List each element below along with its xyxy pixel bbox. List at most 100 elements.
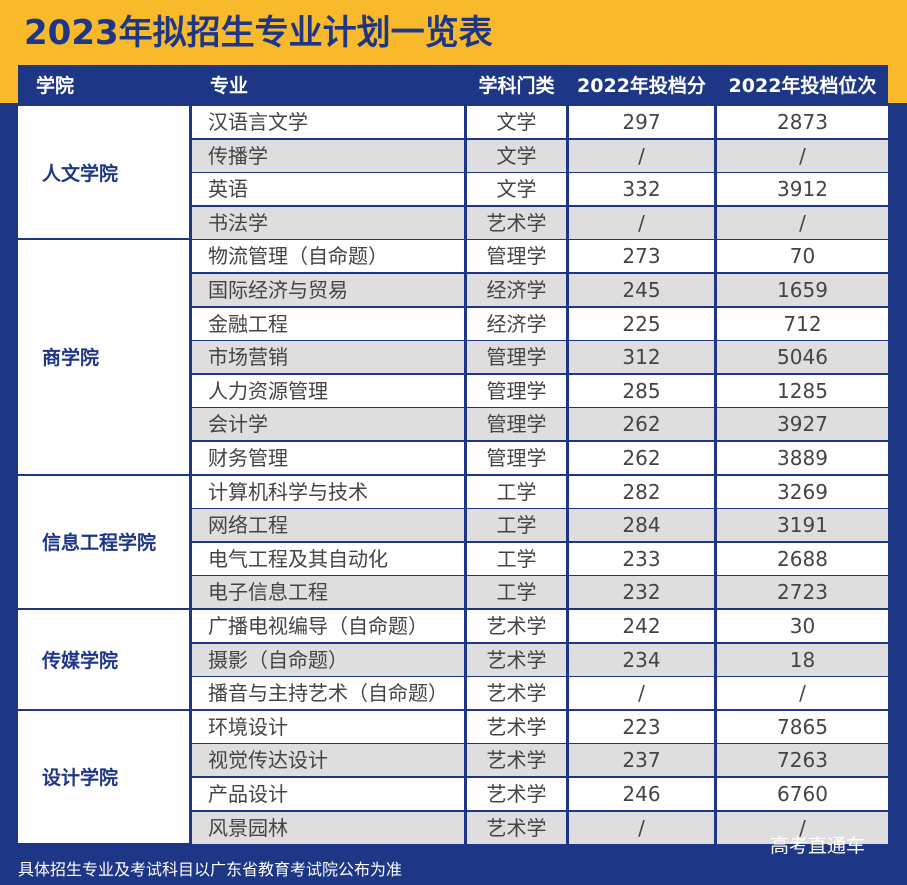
major-cell: 市场营销 <box>192 341 464 374</box>
table-row: 计算机科学与技术 工学 282 3269 <box>192 475 888 508</box>
major-cell: 英语 <box>192 173 464 206</box>
rank-cell: / <box>717 677 888 710</box>
score-cell: 297 <box>569 106 714 138</box>
major-cell: 网络工程 <box>192 509 464 542</box>
category-cell: 艺术学 <box>467 643 566 676</box>
header-rank: 2022年投档位次 <box>728 75 877 97</box>
category-cell: 艺术学 <box>467 710 566 743</box>
major-cell: 金融工程 <box>192 307 464 340</box>
score-cell: 285 <box>569 374 714 407</box>
major-cell: 产品设计 <box>192 778 464 810</box>
watermark: 高考直通车 <box>770 835 866 857</box>
college-name: 设计学院 <box>42 767 119 790</box>
score-cell: 233 <box>569 542 714 575</box>
table-row: 金融工程 经济学 225 712 <box>192 307 888 340</box>
score-cell: / <box>569 206 714 239</box>
score-cell: 223 <box>569 710 714 743</box>
score-cell: 225 <box>569 307 714 340</box>
category-cell: 管理学 <box>467 240 566 273</box>
table-row: 书法学 艺术学 / / <box>192 206 888 239</box>
header-major: 专业 <box>210 75 249 97</box>
score-cell: / <box>569 677 714 710</box>
category-cell: 艺术学 <box>467 206 566 239</box>
footnote: 具体招生专业及考试科目以广东省教育考试院公布为准 <box>18 860 403 879</box>
major-cell: 视觉传达设计 <box>192 744 464 777</box>
college-cell: 人文学院 <box>18 106 189 239</box>
college-cell: 设计学院 <box>18 710 189 844</box>
rank-cell: 7865 <box>717 710 888 743</box>
major-cell: 汉语言文学 <box>192 106 464 138</box>
college-name: 传媒学院 <box>42 649 119 672</box>
category-cell: 文学 <box>467 106 566 138</box>
major-cell: 书法学 <box>192 206 464 239</box>
table-row: 财务管理 管理学 262 3889 <box>192 442 888 474</box>
college-name: 商学院 <box>42 347 100 370</box>
college-cell: 信息工程学院 <box>18 475 189 608</box>
rank-cell: 3927 <box>717 408 888 441</box>
score-cell: 332 <box>569 173 714 206</box>
score-cell: 273 <box>569 240 714 273</box>
score-cell: 242 <box>569 610 714 642</box>
rank-cell: / <box>717 811 888 844</box>
rank-cell: 3912 <box>717 173 888 206</box>
table-row: 播音与主持艺术（自命题） 艺术学 / / <box>192 677 888 710</box>
category-cell: 管理学 <box>467 374 566 407</box>
major-cell: 会计学 <box>192 408 464 441</box>
score-cell: 245 <box>569 274 714 306</box>
rank-cell: 5046 <box>717 341 888 374</box>
score-cell: / <box>569 811 714 844</box>
major-cell: 人力资源管理 <box>192 374 464 407</box>
category-cell: 经济学 <box>467 307 566 340</box>
rank-cell: 1285 <box>717 374 888 407</box>
category-cell: 文学 <box>467 139 566 172</box>
score-cell: / <box>569 139 714 172</box>
table-row: 视觉传达设计 艺术学 237 7263 <box>192 744 888 777</box>
rank-cell: 6760 <box>717 778 888 810</box>
major-cell: 传播学 <box>192 139 464 172</box>
score-cell: 234 <box>569 643 714 676</box>
category-cell: 艺术学 <box>467 744 566 777</box>
score-cell: 284 <box>569 509 714 542</box>
major-cell: 摄影（自命题） <box>192 643 464 676</box>
major-cell: 国际经济与贸易 <box>192 274 464 306</box>
table-row: 物流管理（自命题） 管理学 273 70 <box>192 240 888 273</box>
table-row: 风景园林 艺术学 / / <box>192 811 888 844</box>
score-cell: 237 <box>569 744 714 777</box>
header-college: 学院 <box>36 75 75 97</box>
major-cell: 计算机科学与技术 <box>192 475 464 508</box>
rank-cell: 3269 <box>717 475 888 508</box>
rank-cell: 7263 <box>717 744 888 777</box>
college-cell: 传媒学院 <box>18 610 189 709</box>
table-row: 广播电视编导（自命题） 艺术学 242 30 <box>192 610 888 642</box>
rank-cell: 712 <box>717 307 888 340</box>
table-row: 人力资源管理 管理学 285 1285 <box>192 374 888 407</box>
table-row: 环境设计 艺术学 223 7865 <box>192 710 888 743</box>
table-row: 产品设计 艺术学 246 6760 <box>192 778 888 810</box>
table-row: 汉语言文学 文学 297 2873 <box>192 106 888 138</box>
rank-cell: 3191 <box>717 509 888 542</box>
table-row: 摄影（自命题） 艺术学 234 18 <box>192 643 888 676</box>
major-cell: 环境设计 <box>192 710 464 743</box>
score-cell: 282 <box>569 475 714 508</box>
rank-cell: / <box>717 206 888 239</box>
table-row: 电气工程及其自动化 工学 233 2688 <box>192 542 888 575</box>
table-row: 电子信息工程 工学 232 2723 <box>192 576 888 609</box>
score-cell: 246 <box>569 778 714 810</box>
header-score: 2022年投档分 <box>577 75 706 97</box>
category-cell: 工学 <box>467 542 566 575</box>
rank-cell: 18 <box>717 643 888 676</box>
major-cell: 播音与主持艺术（自命题） <box>192 677 464 710</box>
rank-cell: / <box>717 139 888 172</box>
major-cell: 电气工程及其自动化 <box>192 542 464 575</box>
table-row: 网络工程 工学 284 3191 <box>192 509 888 542</box>
category-cell: 工学 <box>467 475 566 508</box>
header-category: 学科门类 <box>478 75 555 97</box>
major-cell: 风景园林 <box>192 811 464 844</box>
rank-cell: 70 <box>717 240 888 273</box>
table-row: 市场营销 管理学 312 5046 <box>192 341 888 374</box>
score-cell: 262 <box>569 442 714 474</box>
major-cell: 电子信息工程 <box>192 576 464 609</box>
category-cell: 艺术学 <box>467 677 566 710</box>
score-cell: 262 <box>569 408 714 441</box>
major-cell: 物流管理（自命题） <box>192 240 464 273</box>
